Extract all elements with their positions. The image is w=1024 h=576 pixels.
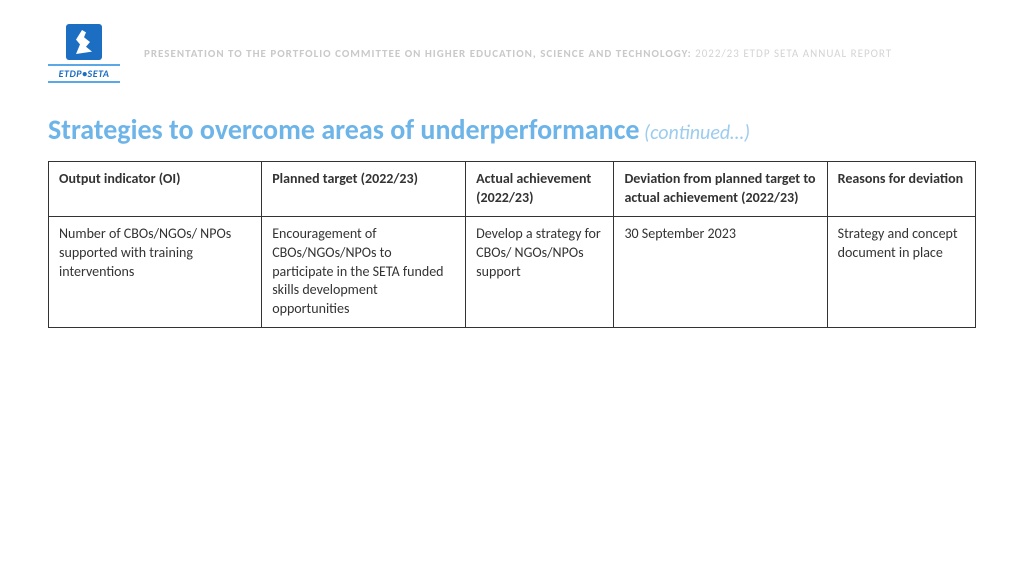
cell-deviation: 30 September 2023 xyxy=(614,216,827,327)
title-continued: (continued…) xyxy=(640,121,751,145)
col-output-indicator: Output indicator (OI) xyxy=(49,162,262,217)
logo: ETDP•SETA xyxy=(48,24,120,84)
col-deviation: Deviation from planned target to actual … xyxy=(614,162,827,217)
cell-actual-achievement: Develop a strategy for CBOs/ NGOs/NPOs s… xyxy=(466,216,614,327)
caption-sub: 2022/23 ETDP SETA ANNUAL REPORT xyxy=(692,47,893,60)
col-planned-target: Planned target (2022/23) xyxy=(262,162,466,217)
header-caption: PRESENTATION TO THE PORTFOLIO COMMITTEE … xyxy=(144,46,892,61)
title-main: Strategies to overcome areas of underper… xyxy=(48,112,640,147)
cell-output-indicator: Number of CBOs/NGOs/ NPOs supported with… xyxy=(49,216,262,327)
table-header-row: Output indicator (OI) Planned target (20… xyxy=(49,162,976,217)
cell-reasons: Strategy and concept document in place xyxy=(827,216,975,327)
logo-text: ETDP•SETA xyxy=(48,64,120,83)
slide-header: ETDP•SETA PRESENTATION TO THE PORTFOLIO … xyxy=(48,24,976,84)
page-title: Strategies to overcome areas of underper… xyxy=(48,112,976,147)
cell-planned-target: Encouragement of CBOs/NGOs/NPOs to parti… xyxy=(262,216,466,327)
table-row: Number of CBOs/NGOs/ NPOs supported with… xyxy=(49,216,976,327)
performance-table: Output indicator (OI) Planned target (20… xyxy=(48,161,976,328)
col-actual-achievement: Actual achievement (2022/23) xyxy=(466,162,614,217)
caption-main: PRESENTATION TO THE PORTFOLIO COMMITTEE … xyxy=(144,47,692,60)
logo-icon xyxy=(66,24,102,60)
col-reasons: Reasons for deviation xyxy=(827,162,975,217)
